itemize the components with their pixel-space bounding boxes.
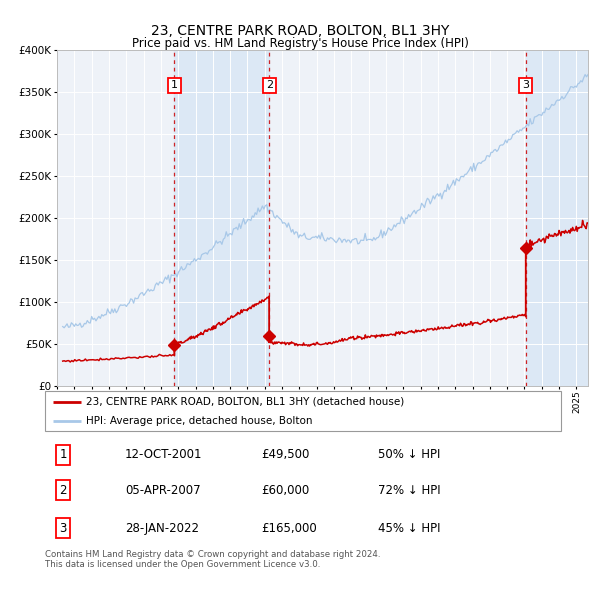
- Text: £165,000: £165,000: [262, 522, 317, 535]
- Text: 1: 1: [171, 80, 178, 90]
- Text: 72% ↓ HPI: 72% ↓ HPI: [378, 484, 440, 497]
- Bar: [175, 50, 269, 386]
- Text: Contains HM Land Registry data © Crown copyright and database right 2024.
This d: Contains HM Land Registry data © Crown c…: [45, 550, 380, 569]
- Text: HPI: Average price, detached house, Bolton: HPI: Average price, detached house, Bolt…: [86, 416, 313, 425]
- Text: 3: 3: [522, 80, 529, 90]
- Text: 28-JAN-2022: 28-JAN-2022: [125, 522, 199, 535]
- Text: 50% ↓ HPI: 50% ↓ HPI: [378, 448, 440, 461]
- Text: Price paid vs. HM Land Registry's House Price Index (HPI): Price paid vs. HM Land Registry's House …: [131, 37, 469, 50]
- Text: 1: 1: [59, 448, 67, 461]
- Text: £49,500: £49,500: [262, 448, 310, 461]
- Text: 2: 2: [59, 484, 67, 497]
- Text: 45% ↓ HPI: 45% ↓ HPI: [378, 522, 440, 535]
- Text: £60,000: £60,000: [262, 484, 310, 497]
- Text: 2: 2: [266, 80, 273, 90]
- Text: 3: 3: [59, 522, 67, 535]
- Text: 12-OCT-2001: 12-OCT-2001: [125, 448, 202, 461]
- Bar: [526, 50, 588, 386]
- Text: 23, CENTRE PARK ROAD, BOLTON, BL1 3HY (detached house): 23, CENTRE PARK ROAD, BOLTON, BL1 3HY (d…: [86, 397, 404, 407]
- Text: 23, CENTRE PARK ROAD, BOLTON, BL1 3HY: 23, CENTRE PARK ROAD, BOLTON, BL1 3HY: [151, 24, 449, 38]
- Text: 05-APR-2007: 05-APR-2007: [125, 484, 200, 497]
